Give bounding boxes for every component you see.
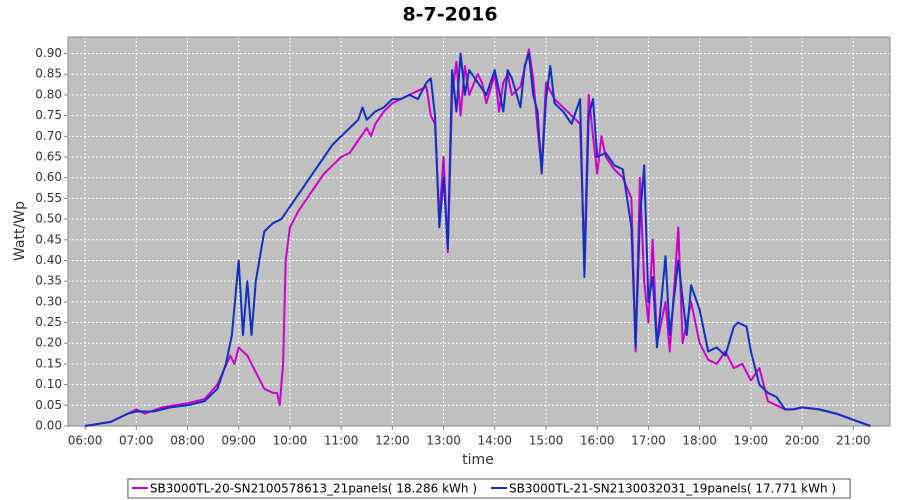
x-tick-label: 16:00: [580, 434, 615, 448]
x-tick-label: 18:00: [682, 434, 717, 448]
y-tick-label: 0.55: [35, 191, 62, 205]
chart-title: 8-7-2016: [402, 4, 497, 26]
x-tick-label: 07:00: [119, 434, 154, 448]
y-tick-label: 0.30: [35, 294, 62, 308]
x-tick-label: 17:00: [631, 434, 666, 448]
y-tick-label: 0.70: [35, 129, 62, 143]
x-tick-label: 14:00: [477, 434, 512, 448]
x-tick-label: 11:00: [324, 434, 359, 448]
y-tick-label: 0.65: [35, 150, 62, 164]
y-tick-label: 0.10: [35, 377, 62, 391]
y-tick-label: 0.45: [35, 232, 62, 246]
y-tick-label: 0.00: [35, 419, 62, 433]
y-tick-label: 0.85: [35, 67, 62, 81]
y-tick-label: 0.35: [35, 274, 62, 288]
x-tick-label: 20:00: [785, 434, 820, 448]
y-tick-label: 0.40: [35, 253, 62, 267]
x-tick-label: 15:00: [529, 434, 564, 448]
legend-text: SB3000TL-21-SN2130032031_19panels( 17.77…: [509, 482, 836, 496]
y-tick-label: 0.80: [35, 87, 62, 101]
y-tick-label: 0.75: [35, 108, 62, 122]
y-tick-label: 0.60: [35, 170, 62, 184]
y-axis-label: Watt/Wp: [12, 201, 28, 261]
x-tick-label: 13:00: [426, 434, 461, 448]
x-tick-label: 06:00: [68, 434, 103, 448]
y-tick-label: 0.15: [35, 356, 62, 370]
y-tick-label: 0.05: [35, 398, 62, 412]
x-tick-label: 12:00: [375, 434, 410, 448]
x-axis-label: time: [462, 452, 494, 468]
y-tick-label: 0.25: [35, 315, 62, 329]
x-tick-label: 08:00: [170, 434, 205, 448]
x-tick-label: 19:00: [734, 434, 769, 448]
y-tick-label: 0.50: [35, 212, 62, 226]
legend-box: [127, 478, 851, 499]
plot-border: [67, 36, 891, 427]
series-line: [84, 52, 871, 427]
legend-text: SB3000TL-20-SN2100578613_21panels( 18.28…: [150, 482, 477, 496]
plot-area: [68, 37, 890, 426]
x-tick-label: 09:00: [221, 434, 256, 448]
y-tick-label: 0.90: [35, 46, 62, 60]
x-tick-label: 21:00: [836, 434, 871, 448]
y-tick-label: 0.20: [35, 336, 62, 350]
x-tick-label: 10:00: [273, 434, 308, 448]
